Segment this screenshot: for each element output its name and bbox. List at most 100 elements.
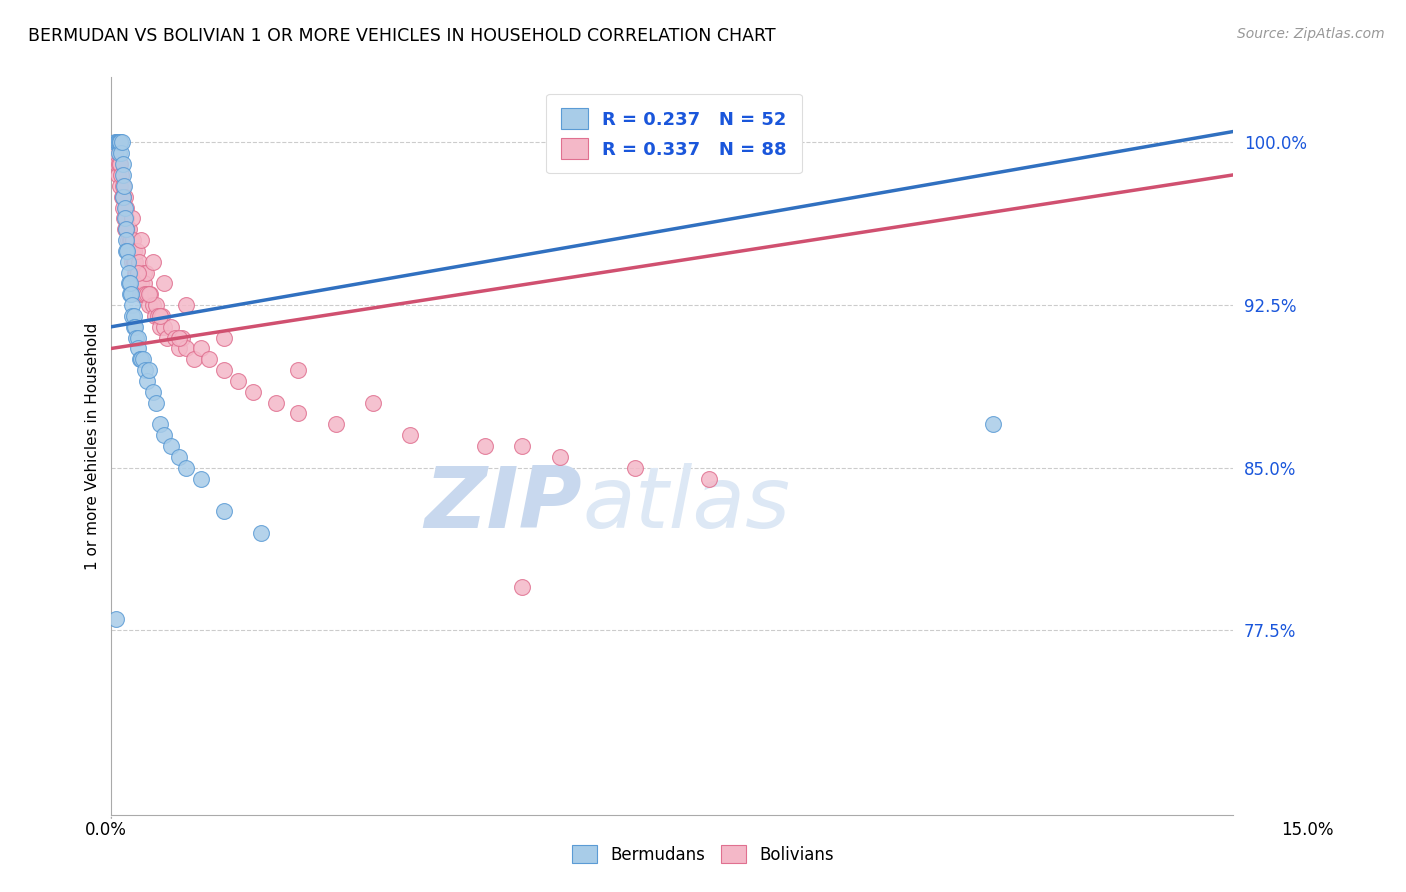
Point xyxy=(107,168,129,182)
Point xyxy=(105,136,128,150)
Text: Source: ZipAtlas.com: Source: ZipAtlas.com xyxy=(1237,27,1385,41)
Point xyxy=(121,309,143,323)
Point xyxy=(122,319,145,334)
Point xyxy=(548,450,571,464)
Point xyxy=(167,330,190,344)
Point xyxy=(138,298,160,312)
Point xyxy=(152,277,174,291)
Point xyxy=(138,363,160,377)
Point xyxy=(212,504,235,518)
Point xyxy=(121,211,143,226)
Point xyxy=(399,428,422,442)
Point xyxy=(190,471,212,485)
Point xyxy=(110,168,132,182)
Point xyxy=(183,352,205,367)
Point xyxy=(474,439,496,453)
Point xyxy=(124,254,146,268)
Point xyxy=(174,342,197,356)
Point xyxy=(115,211,138,226)
Point xyxy=(120,287,142,301)
Point xyxy=(141,384,163,399)
Point xyxy=(122,254,145,268)
Point xyxy=(699,471,721,485)
Point xyxy=(127,342,149,356)
Point xyxy=(124,266,146,280)
Point xyxy=(190,342,212,356)
Point xyxy=(125,244,148,258)
Point xyxy=(134,277,156,291)
Point xyxy=(212,330,235,344)
Text: 0.0%: 0.0% xyxy=(84,821,127,838)
Point xyxy=(512,439,534,453)
Text: ZIP: ZIP xyxy=(425,464,582,547)
Point xyxy=(115,222,138,236)
Point xyxy=(149,309,172,323)
Point xyxy=(149,417,172,432)
Point xyxy=(114,222,136,236)
Point xyxy=(131,352,153,367)
Point xyxy=(115,244,138,258)
Point xyxy=(228,374,250,388)
Point xyxy=(108,146,131,161)
Point xyxy=(111,178,134,193)
Point xyxy=(148,309,170,323)
Point xyxy=(114,222,136,236)
Point xyxy=(139,287,162,301)
Point xyxy=(108,136,131,150)
Point xyxy=(114,201,136,215)
Point xyxy=(114,189,136,203)
Point xyxy=(152,428,174,442)
Point xyxy=(118,244,141,258)
Point xyxy=(107,136,129,150)
Point xyxy=(110,136,132,150)
Point xyxy=(156,330,179,344)
Point xyxy=(104,612,127,626)
Point xyxy=(163,330,186,344)
Point xyxy=(112,201,135,215)
Point xyxy=(131,277,153,291)
Point xyxy=(138,287,160,301)
Point xyxy=(110,157,132,171)
Point xyxy=(108,178,131,193)
Point xyxy=(145,395,167,409)
Point xyxy=(132,352,155,367)
Point xyxy=(108,136,131,150)
Point xyxy=(250,525,273,540)
Point xyxy=(141,254,163,268)
Point xyxy=(111,157,134,171)
Point xyxy=(212,363,235,377)
Point xyxy=(127,266,149,280)
Text: BERMUDAN VS BOLIVIAN 1 OR MORE VEHICLES IN HOUSEHOLD CORRELATION CHART: BERMUDAN VS BOLIVIAN 1 OR MORE VEHICLES … xyxy=(28,27,776,45)
Point xyxy=(127,330,149,344)
Point xyxy=(128,254,150,268)
Point xyxy=(115,244,138,258)
Point xyxy=(108,157,131,171)
Point xyxy=(122,233,145,247)
Point xyxy=(167,342,190,356)
Point xyxy=(110,146,132,161)
Point xyxy=(150,309,173,323)
Point xyxy=(167,450,190,464)
Point xyxy=(134,287,156,301)
Point xyxy=(120,277,142,291)
Point xyxy=(112,178,135,193)
Point xyxy=(117,222,139,236)
Point xyxy=(122,244,145,258)
Point xyxy=(118,277,141,291)
Point xyxy=(197,352,219,367)
Legend: R = 0.237   N = 52, R = 0.337   N = 88: R = 0.237 N = 52, R = 0.337 N = 88 xyxy=(547,94,801,173)
Point xyxy=(128,352,150,367)
Point xyxy=(111,168,134,182)
Point xyxy=(361,395,384,409)
Point xyxy=(117,254,139,268)
Point xyxy=(104,146,127,161)
Point xyxy=(122,309,145,323)
Point xyxy=(132,287,155,301)
Point xyxy=(149,319,172,334)
Point xyxy=(287,407,309,421)
Point xyxy=(136,287,159,301)
Point xyxy=(125,330,148,344)
Point xyxy=(143,309,166,323)
Point xyxy=(112,211,135,226)
Legend: Bermudans, Bolivians: Bermudans, Bolivians xyxy=(565,838,841,871)
